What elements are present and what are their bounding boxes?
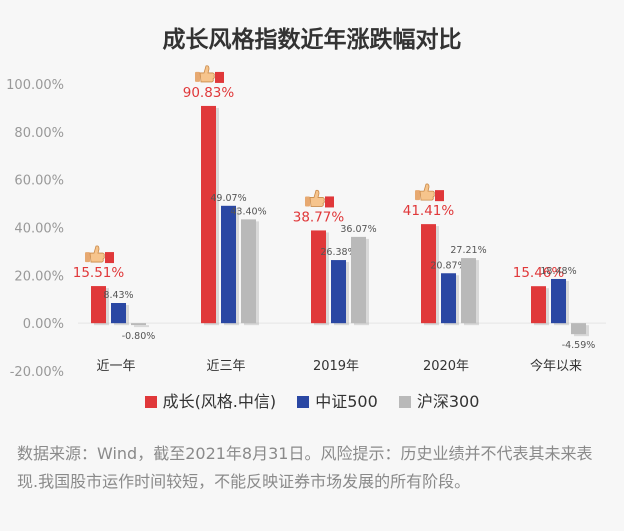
- y-tick-label: 20.00%: [14, 269, 64, 284]
- data-label: 18.48%: [540, 266, 576, 277]
- bar: [571, 323, 586, 335]
- data-label: 15.46%: [513, 265, 565, 281]
- thumbs-up-icon: [305, 189, 334, 208]
- legend-item-growth: 成长(风格.中信): [144, 388, 277, 412]
- y-tick-label: 0.00%: [23, 317, 64, 332]
- y-tick-label: -20.00%: [10, 365, 64, 380]
- bar: [201, 105, 216, 324]
- legend-label-csi500: 中证500: [315, 392, 378, 411]
- bar: [311, 230, 326, 324]
- data-label: -4.59%: [562, 340, 596, 351]
- legend-swatch-csi300: [398, 396, 411, 408]
- bar: [241, 219, 256, 324]
- legend-swatch-csi500: [297, 396, 310, 408]
- bar: [91, 286, 106, 324]
- x-category-label: 今年以来: [530, 358, 582, 374]
- legend-swatch-growth: [144, 396, 157, 408]
- x-category-label: 2019年: [313, 359, 359, 374]
- thumbs-up-icon: [195, 65, 224, 83]
- bar: [461, 258, 476, 324]
- y-tick-label: 40.00%: [14, 222, 64, 237]
- bar: [351, 236, 366, 324]
- data-label: 15.51%: [73, 265, 125, 281]
- legend: 成长(风格.中信) 中证500 沪深300: [0, 388, 624, 412]
- bar-chart: 100.00% 80.00% 60.00% 40.00% 20.00% 0.00% -20.…: [6, 65, 606, 380]
- data-label: 36.07%: [340, 224, 376, 235]
- bar: [221, 205, 236, 324]
- data-label: 26.38%: [320, 247, 356, 258]
- footnote: 数据来源：Wind，截至2021年8月31日。风险提示：历史业绩并不代表其未来表…: [17, 444, 593, 491]
- data-label: -0.80%: [122, 331, 156, 342]
- legend-label-growth: 成长(风格.中信): [162, 392, 277, 411]
- bar: [131, 323, 146, 326]
- data-label: 43.40%: [230, 206, 266, 217]
- data-label: 8.43%: [103, 290, 133, 301]
- bar: [441, 273, 456, 324]
- thumbs-up-icon: [85, 245, 114, 264]
- y-tick-label: 100.00%: [6, 78, 64, 93]
- legend-label-csi300: 沪深300: [416, 392, 480, 411]
- bar: [111, 303, 126, 324]
- data-label: 90.83%: [183, 85, 235, 101]
- x-category-label: 2020年: [423, 359, 469, 374]
- thumbs-up-icon: [415, 183, 444, 202]
- data-label: 20.87%: [430, 260, 466, 271]
- y-tick-label: 60.00%: [14, 174, 64, 189]
- legend-item-csi300: 沪深300: [398, 388, 480, 412]
- bar: [331, 260, 346, 324]
- data-label: 41.41%: [403, 203, 455, 219]
- bar: [531, 286, 546, 324]
- data-label: 38.77%: [293, 209, 345, 225]
- x-category-label: 近一年: [96, 359, 135, 374]
- data-label: 49.07%: [210, 193, 246, 204]
- x-category-label: 近三年: [206, 359, 245, 374]
- bar: [421, 224, 436, 324]
- data-label: 27.21%: [450, 245, 486, 256]
- bar-shadow: [134, 325, 149, 328]
- legend-item-csi500: 中证500: [297, 388, 378, 412]
- chart-title: 成长风格指数近年涨跌幅对比: [162, 27, 462, 53]
- bar: [551, 278, 566, 324]
- y-tick-label: 80.00%: [14, 126, 64, 141]
